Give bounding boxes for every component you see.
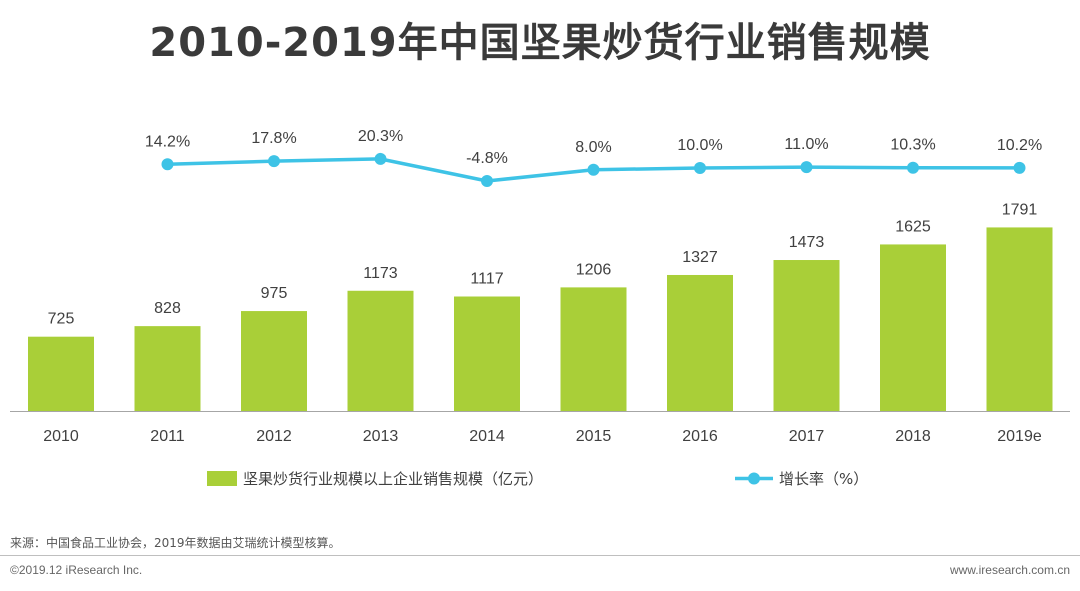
legend-bar-swatch [207, 471, 237, 486]
growth-label-2013: 20.3% [358, 128, 403, 145]
growth-label-2019e: 10.2% [997, 137, 1042, 154]
bar-2012 [241, 311, 307, 411]
x-tick-label-2017: 2017 [789, 428, 825, 445]
bar-2010 [28, 336, 94, 411]
bar-value-label-2018: 1625 [895, 218, 931, 235]
x-tick-label-2019e: 2019e [997, 428, 1042, 445]
x-tick-label-2018: 2018 [895, 428, 931, 445]
bar-2018 [880, 244, 946, 411]
bar-2011 [134, 326, 201, 411]
bar-value-label-2011: 828 [154, 300, 181, 317]
growth-point-2012 [268, 155, 280, 168]
website-text: www.iresearch.com.cn [949, 563, 1070, 577]
growth-label-2012: 17.8% [251, 130, 296, 147]
bar-value-label-2019e: 1791 [1002, 201, 1038, 218]
growth-label-2017: 11.0% [784, 136, 828, 153]
x-tick-label-2012: 2012 [256, 428, 292, 445]
growth-point-2011 [161, 158, 174, 171]
bar-value-label-2010: 725 [48, 311, 75, 328]
x-tick-label-2013: 2013 [363, 428, 399, 445]
x-tick-label-2016: 2016 [682, 428, 718, 445]
growth-label-2018: 10.3% [890, 137, 935, 154]
legend: 坚果炒货行业规模以上企业销售规模（亿元） 增长率（%） [207, 470, 868, 488]
x-tick-label-2014: 2014 [469, 428, 505, 445]
bar-2013 [347, 290, 414, 411]
growth-point-2018 [907, 161, 919, 174]
growth-label-2015: 8.0% [575, 139, 611, 156]
growth-point-2015 [587, 163, 600, 176]
chart-title: 2010-2019年中国坚果炒货行业销售规模 [149, 20, 931, 66]
legend-bar-label: 坚果炒货行业规模以上企业销售规模（亿元） [243, 470, 543, 488]
chart-svg: 725 828 975 1173 1117 1206 1327 1473 1625 1791 20… [10, 128, 1070, 488]
growth-point-2013 [374, 152, 387, 165]
bar-2014 [454, 296, 520, 411]
bar-value-label-2012: 975 [261, 285, 288, 302]
growth-point-2016 [694, 162, 706, 174]
copyright-text: ©2019.12 iResearch Inc. [10, 563, 143, 577]
x-tick-labels: 2010 2011 2012 2013 2014 2015 2016 2017 2018 2019… [43, 428, 1042, 445]
x-tick-label-2011: 2011 [150, 428, 185, 445]
growth-line-layer: 14.2% 17.8% 20.3% -4.8% 8.0% 10.0% 11.0% 10.3% 1… [145, 128, 1042, 188]
source-note: 来源：中国食品工业协会，2019年数据由艾瑞统计模型核算。 [10, 536, 341, 550]
bar-2015 [560, 287, 627, 411]
legend-line-label: 增长率（%） [779, 470, 868, 488]
growth-point-2017 [800, 161, 813, 174]
growth-label-2014: -4.8% [466, 150, 508, 167]
bar-value-label-2014: 1117 [470, 271, 503, 288]
bar-2016 [667, 274, 733, 411]
legend-line-marker [748, 472, 760, 485]
bars-layer: 725 828 975 1173 1117 1206 1327 1473 1625 1791 [28, 201, 1053, 411]
bar-value-label-2016: 1327 [682, 249, 718, 266]
bar-2017 [773, 260, 840, 411]
x-tick-label-2015: 2015 [576, 428, 612, 445]
growth-label-2011: 14.2% [145, 133, 190, 150]
bar-value-label-2013: 1173 [363, 265, 398, 282]
bar-value-label-2015: 1206 [576, 261, 612, 278]
footer-divider [0, 555, 1080, 556]
growth-point-2019e [1013, 161, 1026, 174]
growth-label-2016: 10.0% [677, 137, 722, 154]
bar-value-label-2017: 1473 [789, 234, 825, 251]
x-tick-label-2010: 2010 [43, 428, 79, 445]
growth-point-2014 [481, 175, 493, 188]
bar-2019e [986, 227, 1053, 411]
